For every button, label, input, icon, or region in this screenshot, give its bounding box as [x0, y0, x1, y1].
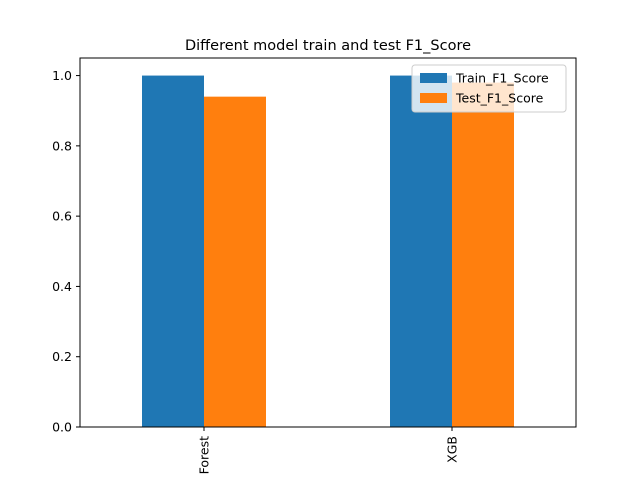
bar-forest-test-f1-score: [204, 96, 266, 428]
axes-layer: 0.0 0.2 0.4 0.6 0.8 1.0 Forest XGB: [52, 57, 577, 474]
x-tick-label: Forest: [197, 436, 212, 474]
bar-xgb-train-f1-score: [390, 75, 452, 428]
y-tick-label: 0.6: [52, 209, 72, 224]
x-tick-label: XGB: [445, 436, 460, 463]
legend-box: [411, 64, 567, 113]
y-tick-label: 0.8: [52, 138, 72, 153]
plot-frame: [79, 57, 577, 428]
chart-title: Different model train and test F1_Score: [185, 38, 471, 54]
y-tick-label: 0.0: [52, 420, 72, 435]
bar-xgb-test-f1-score: [452, 82, 514, 427]
bar-forest-train-f1-score: [142, 75, 204, 428]
y-tick-label: 1.0: [52, 68, 72, 83]
legend-label: Test_F1_Score: [455, 91, 544, 106]
legend: Train_F1_Score Test_F1_Score: [411, 64, 567, 113]
legend-label: Train_F1_Score: [455, 71, 549, 86]
bars-layer: [142, 75, 514, 428]
legend-swatch: [420, 93, 447, 103]
y-tick-label: 0.2: [52, 349, 72, 364]
y-tick-label: 0.4: [52, 279, 72, 294]
legend-swatch: [420, 73, 447, 83]
